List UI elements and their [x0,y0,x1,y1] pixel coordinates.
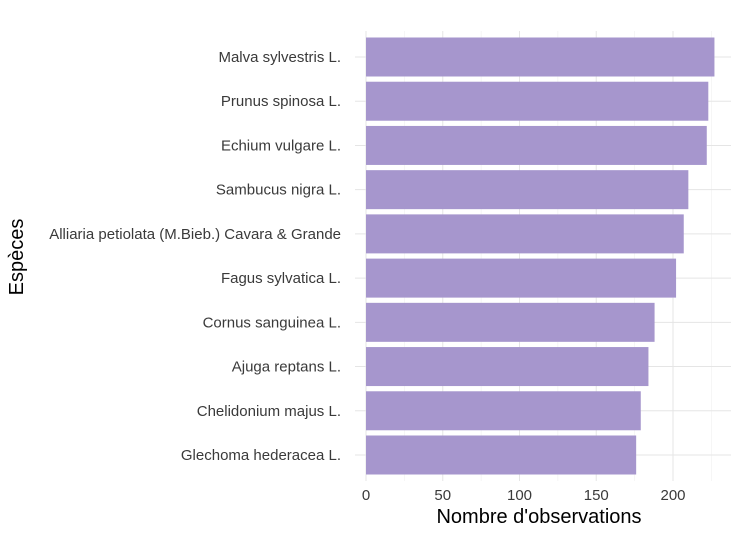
category-label: Fagus sylvatica L. [221,270,341,287]
bar [366,170,689,210]
bars [366,37,715,475]
category-label: Sambucus nigra L. [216,182,341,199]
category-label: Echium vulgare L. [221,137,341,154]
category-labels: Malva sylvestris L. Prunus spinosa L. Echi… [49,49,341,464]
bar [366,81,709,121]
x-tick-label: 50 [434,487,451,504]
category-label: Chelidonium majus L. [197,403,341,420]
y-axis-title: Espèces [6,219,28,296]
category-label: Glechoma hederacea L. [181,447,341,464]
category-label: Malva sylvestris L. [218,49,341,66]
bar [366,214,684,254]
bar [366,125,707,165]
bar [366,302,655,342]
x-axis-title: Nombre d'observations [436,506,641,528]
category-label: Cornus sanguinea L. [203,314,341,331]
category-label: Ajuga reptans L. [232,359,341,376]
x-tick-label: 100 [507,487,532,504]
bar [366,435,637,475]
x-tick-label: 200 [660,487,685,504]
bar [366,391,641,431]
category-label: Alliaria petiolata (M.Bieb.) Cavara & Gr… [49,226,341,243]
bar [366,37,715,77]
bar [366,347,649,387]
x-tick-label: 0 [362,487,370,504]
category-label: Prunus spinosa L. [221,93,341,110]
x-tick-labels: 0 50 100 150 200 [362,487,686,504]
bar [366,258,677,298]
x-tick-label: 150 [584,487,609,504]
